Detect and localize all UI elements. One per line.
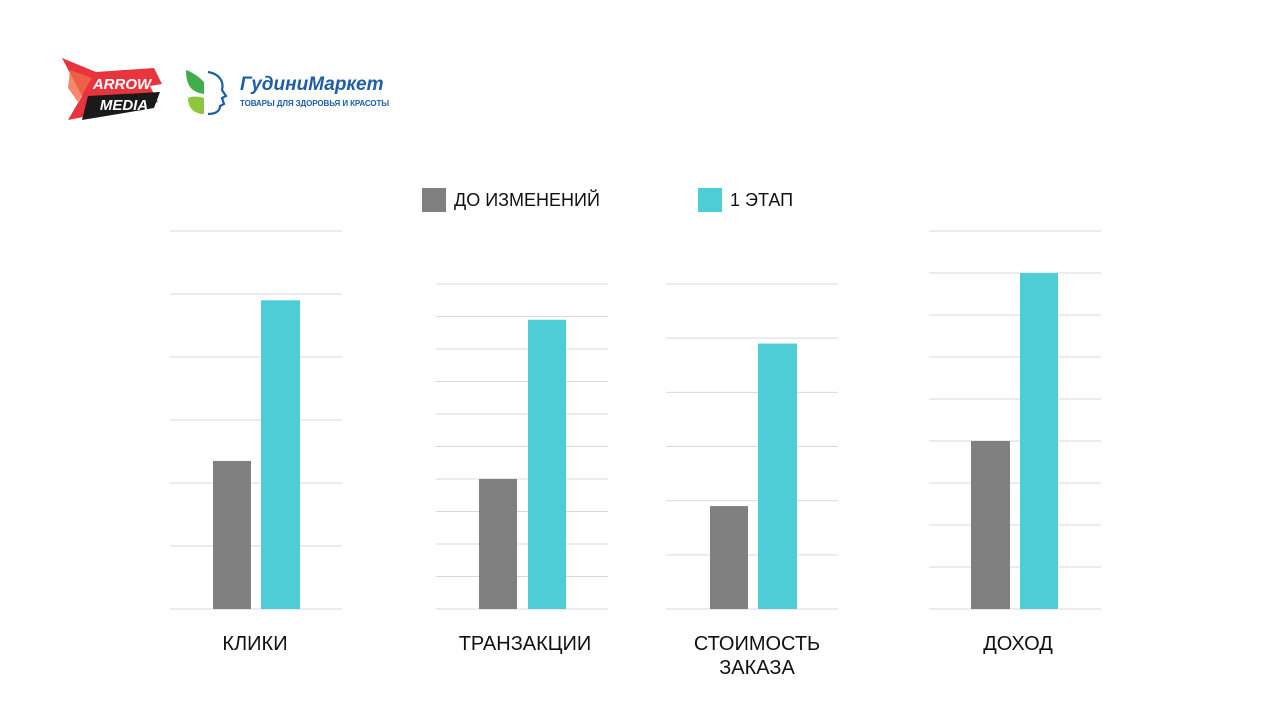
category-label-transactions: ТРАНЗАКЦИИ bbox=[458, 633, 592, 655]
leaf-face-icon bbox=[186, 70, 228, 116]
gudini-title: ГудиниМаркет bbox=[240, 74, 384, 95]
arrow-logo-black-band bbox=[82, 92, 160, 120]
arrow-media-logo: ARROW MEDIA bbox=[62, 58, 162, 120]
bar-chart3-before bbox=[710, 506, 748, 609]
legend-item-before: ДО ИЗМЕНЕНИЙ bbox=[422, 188, 600, 212]
arrow-logo-line2: MEDIA bbox=[100, 97, 148, 114]
legend-label-stage1: 1 ЭТАП bbox=[730, 189, 794, 210]
gudini-market-logo: ГудиниМаркет ТОВАРЫ ДЛЯ ЗДОРОВЬЯ И КРАСО… bbox=[184, 68, 394, 118]
legend-swatch-before bbox=[422, 188, 446, 212]
category-label-clicks: КЛИКИ bbox=[222, 633, 288, 655]
legend-swatch-stage1 bbox=[698, 188, 722, 212]
bar-chart2-before bbox=[479, 479, 517, 609]
category-label-revenue: ДОХОД bbox=[983, 633, 1053, 655]
bar-chart3-stage1 bbox=[758, 343, 797, 609]
bar-chart4-before bbox=[971, 441, 1010, 609]
legend-label-before: ДО ИЗМЕНЕНИЙ bbox=[454, 189, 600, 210]
legend-item-stage1: 1 ЭТАП bbox=[698, 188, 793, 212]
bar-chart1-stage1 bbox=[261, 300, 300, 609]
arrow-logo-line1: ARROW bbox=[92, 76, 153, 93]
gudini-subtitle: ТОВАРЫ ДЛЯ ЗДОРОВЬЯ И КРАСОТЫ bbox=[240, 99, 390, 108]
category-label-order-value: СТОИМОСТЬ ЗАКАЗА bbox=[693, 633, 821, 679]
bar-chart4-stage1 bbox=[1020, 273, 1058, 609]
bar-chart1-before bbox=[213, 460, 251, 609]
bar-chart2-stage1 bbox=[528, 319, 566, 609]
arrow-logo-highlight bbox=[68, 70, 92, 102]
